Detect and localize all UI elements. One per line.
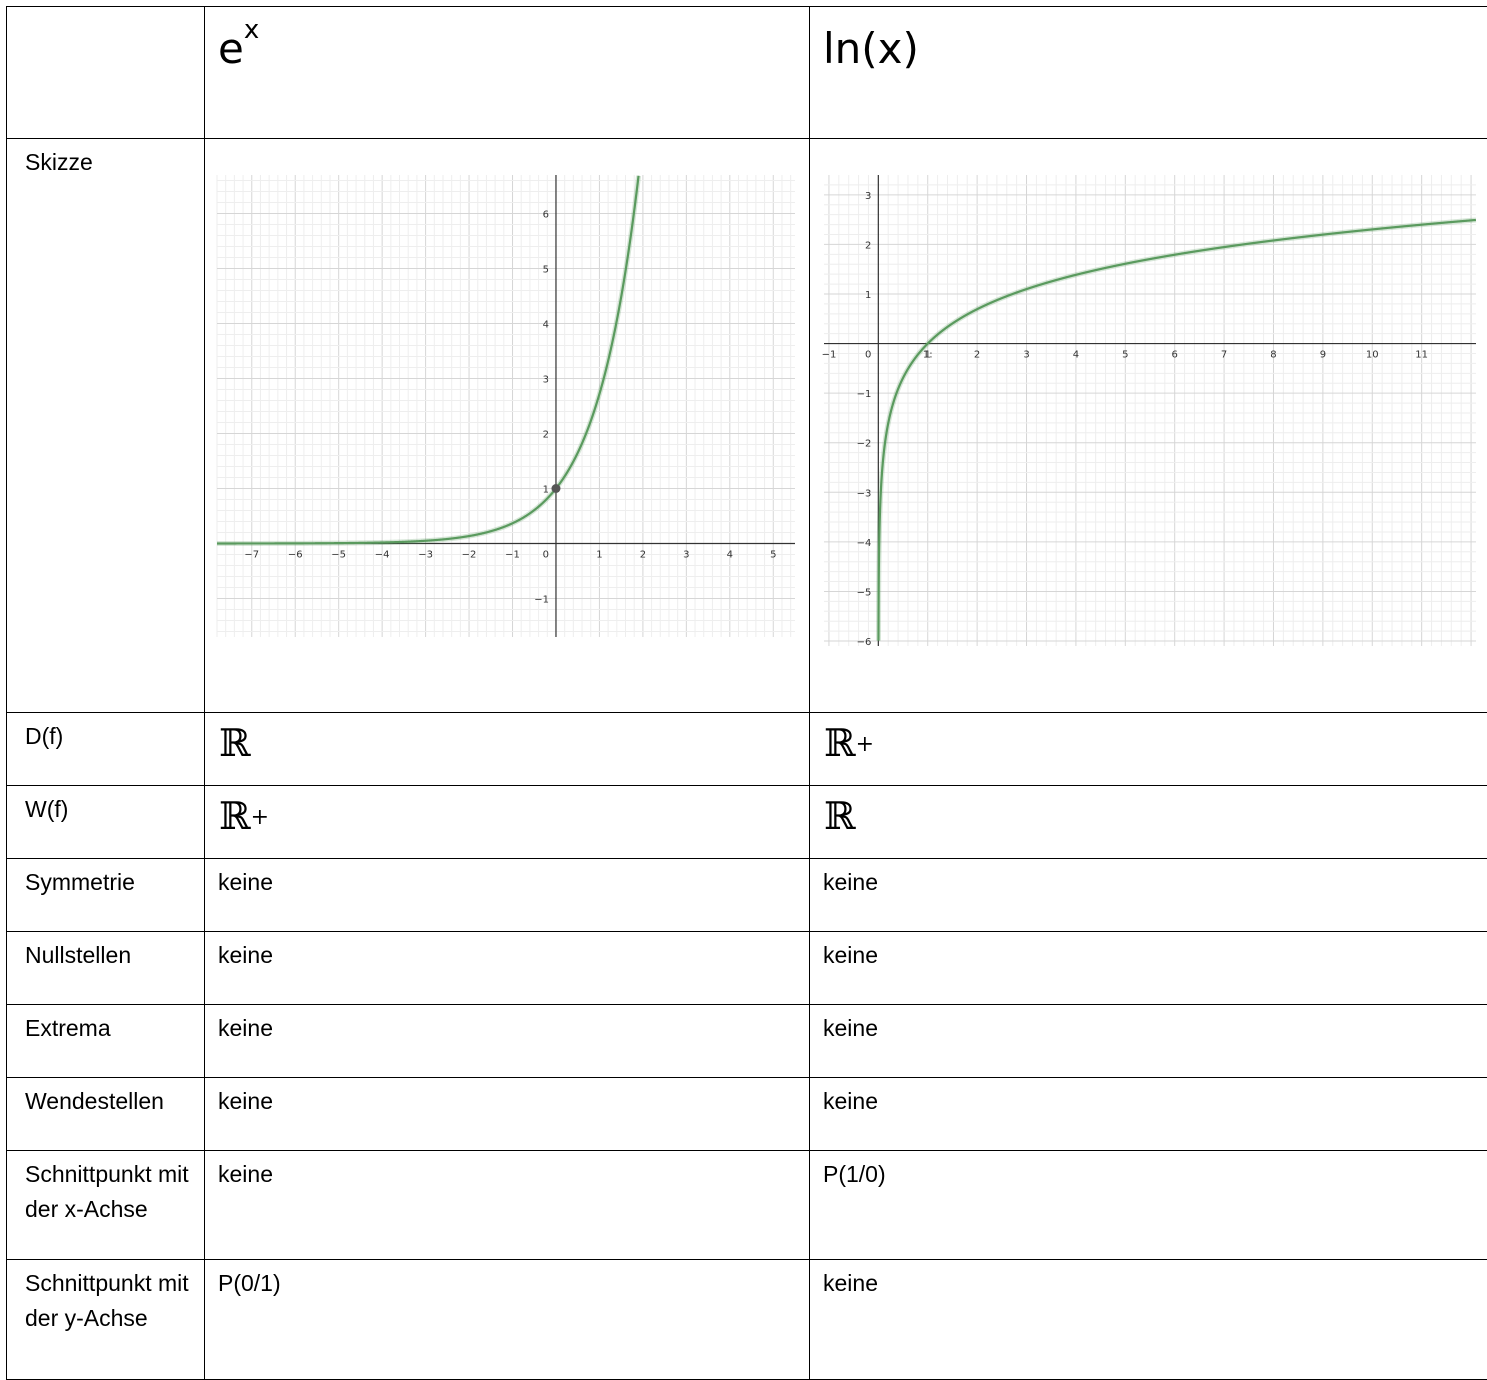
y-tick-label: 4 bbox=[543, 320, 549, 331]
x-tick-label: 6 bbox=[1172, 350, 1178, 361]
function-curve bbox=[878, 220, 1475, 641]
df-ln-set: ℝ bbox=[824, 721, 856, 765]
df-exp: ℝ bbox=[205, 713, 810, 786]
symmetrie-ln: keine bbox=[810, 859, 1487, 932]
x-tick-label: −3 bbox=[418, 550, 433, 561]
header-empty-cell bbox=[7, 7, 205, 139]
y-tick-label: 6 bbox=[543, 210, 549, 221]
x-tick-label: 5 bbox=[770, 550, 776, 561]
exp-graph: −7 −6 −5 −4 −3 −2 −1 1 2 3 4 5 6 5 4 3 2 1 −1 0 bbox=[205, 139, 810, 712]
nullstellen-exp: keine bbox=[205, 932, 810, 1005]
table-row: Schnittpunkt mit der y-Achse P(0/1) kein… bbox=[7, 1260, 1487, 1380]
x-tick-label: −1 bbox=[505, 550, 520, 561]
row-label-symmetrie: Symmetrie bbox=[7, 859, 205, 932]
nullstellen-ln: keine bbox=[810, 932, 1487, 1005]
table-row: D(f) ℝ ℝ+ bbox=[7, 713, 1487, 786]
marked-point bbox=[551, 484, 560, 493]
y-tick-label: 3 bbox=[865, 191, 871, 202]
skizze-exp-cell: −7 −6 −5 −4 −3 −2 −1 1 2 3 4 5 6 5 4 3 2 1 −1 0 bbox=[205, 139, 810, 713]
y-tick-label: 2 bbox=[543, 430, 549, 441]
wf-ln-set: ℝ bbox=[824, 794, 856, 838]
x-tick-label: −2 bbox=[462, 550, 477, 561]
y-tick-label: −1 bbox=[534, 595, 549, 606]
schnitt-y-exp: P(0/1) bbox=[205, 1260, 810, 1380]
x-tick-label: 2 bbox=[640, 550, 646, 561]
wendestellen-exp: keine bbox=[205, 1078, 810, 1151]
y-tick-label: 2 bbox=[865, 240, 871, 251]
table-row: W(f) ℝ+ ℝ bbox=[7, 786, 1487, 859]
x-tick-label: −1 bbox=[822, 350, 837, 361]
df-ln-sup: + bbox=[856, 732, 874, 757]
y-tick-label: −2 bbox=[857, 439, 872, 450]
x-tick-label: 1: bbox=[923, 350, 933, 361]
header-ln: ln(x) bbox=[810, 7, 1487, 139]
x-tick-label: 11 bbox=[1415, 350, 1428, 361]
table-row: Skizze −7 −6 −5 −4 −3 −2 −1 1 2 3 4 5 6 5 4 3 2 1 −1 0 −1 1 2… bbox=[7, 139, 1487, 713]
table-row: Nullstellen keine keine bbox=[7, 932, 1487, 1005]
row-label-schnitt-y: Schnittpunkt mit der y-Achse bbox=[7, 1260, 205, 1380]
x-tick-label: 1 bbox=[596, 550, 602, 561]
row-label-extrema: Extrema bbox=[7, 1005, 205, 1078]
x-tick-label: 3 bbox=[683, 550, 689, 561]
x-tick-label: 4 bbox=[1073, 350, 1079, 361]
df-ln: ℝ+ bbox=[810, 713, 1487, 786]
x-tick-label: 8 bbox=[1270, 350, 1276, 361]
table-row: Wendestellen keine keine bbox=[7, 1078, 1487, 1151]
header-exp-base: e bbox=[218, 24, 244, 73]
extrema-exp: keine bbox=[205, 1005, 810, 1078]
wendestellen-ln: keine bbox=[810, 1078, 1487, 1151]
y-tick-label: −5 bbox=[857, 587, 872, 598]
plot-area: −7 −6 −5 −4 −3 −2 −1 1 2 3 4 5 6 5 4 3 2 1 −1 0 bbox=[217, 175, 795, 637]
table-row: Extrema keine keine bbox=[7, 1005, 1487, 1078]
schnitt-x-ln: P(1/0) bbox=[810, 1151, 1487, 1260]
df-exp-set: ℝ bbox=[219, 721, 251, 765]
y-tick-label: 1 bbox=[543, 485, 549, 496]
row-label-nullstellen: Nullstellen bbox=[7, 932, 205, 1005]
y-tick-label: −4 bbox=[857, 538, 872, 549]
table-row: Symmetrie keine keine bbox=[7, 859, 1487, 932]
wf-exp: ℝ+ bbox=[205, 786, 810, 859]
y-tick-label: −1 bbox=[857, 389, 872, 400]
y-tick-label: −3 bbox=[857, 488, 872, 499]
origin-label: 0 bbox=[865, 350, 871, 361]
row-label-wf: W(f) bbox=[7, 786, 205, 859]
x-tick-label: 10 bbox=[1366, 350, 1379, 361]
y-tick-label: −6 bbox=[857, 637, 872, 648]
wf-ln: ℝ bbox=[810, 786, 1487, 859]
curve-halo bbox=[878, 220, 1475, 641]
properties-table: ex ln(x) Skizze −7 −6 −5 −4 −3 −2 −1 1 2 3 4 5 6 5 4 3 2… bbox=[6, 6, 1487, 1380]
x-tick-label: 9 bbox=[1320, 350, 1326, 361]
schnitt-y-ln: keine bbox=[810, 1260, 1487, 1380]
x-tick-label: 4 bbox=[727, 550, 733, 561]
x-tick-label: −4 bbox=[375, 550, 390, 561]
y-tick-label: 3 bbox=[543, 375, 549, 386]
x-tick-label: 2 bbox=[974, 350, 980, 361]
symmetrie-exp: keine bbox=[205, 859, 810, 932]
row-label-schnitt-x: Schnittpunkt mit der x-Achse bbox=[7, 1151, 205, 1260]
table-row: Schnittpunkt mit der x-Achse keine P(1/0… bbox=[7, 1151, 1487, 1260]
x-tick-label: 5 bbox=[1122, 350, 1128, 361]
wf-exp-set: ℝ bbox=[219, 794, 251, 838]
x-tick-label: −6 bbox=[288, 550, 303, 561]
row-label-df: D(f) bbox=[7, 713, 205, 786]
x-tick-label: −7 bbox=[244, 550, 259, 561]
y-tick-label: 5 bbox=[543, 265, 549, 276]
extrema-ln: keine bbox=[810, 1005, 1487, 1078]
wf-exp-sup: + bbox=[251, 805, 269, 830]
row-label-skizze: Skizze bbox=[7, 139, 205, 713]
row-label-wendestellen: Wendestellen bbox=[7, 1078, 205, 1151]
x-tick-label: 7 bbox=[1221, 350, 1227, 361]
header-exp-sup: x bbox=[244, 15, 259, 45]
x-tick-label: −5 bbox=[331, 550, 346, 561]
x-tick-label: 3 bbox=[1023, 350, 1029, 361]
header-exp: ex bbox=[205, 7, 810, 139]
schnitt-x-exp: keine bbox=[205, 1151, 810, 1260]
table-row: ex ln(x) bbox=[7, 7, 1487, 139]
origin-label: 0 bbox=[543, 550, 549, 561]
y-tick-label: 1 bbox=[865, 290, 871, 301]
